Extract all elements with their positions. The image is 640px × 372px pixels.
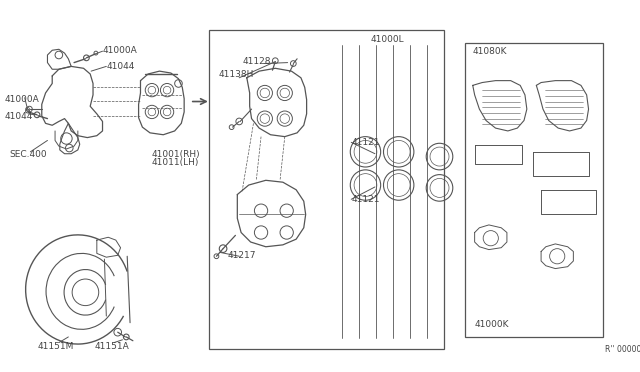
- Text: R'' 00000: R'' 00000: [605, 344, 640, 353]
- Bar: [209, 31, 444, 349]
- Text: 41121: 41121: [351, 138, 380, 147]
- Text: 41044: 41044: [106, 62, 134, 71]
- Text: 41128: 41128: [242, 57, 271, 66]
- Text: 41151A: 41151A: [95, 341, 130, 351]
- Text: 41000L: 41000L: [370, 35, 404, 44]
- Text: 41121: 41121: [351, 195, 380, 203]
- Text: 41044: 41044: [4, 112, 33, 121]
- Text: 41011(LH): 41011(LH): [152, 157, 199, 167]
- Text: SEC.400: SEC.400: [10, 150, 47, 159]
- Text: 41000A: 41000A: [102, 45, 137, 55]
- Text: 41000K: 41000K: [475, 320, 509, 329]
- Text: 41080K: 41080K: [473, 47, 508, 57]
- Text: 41001(RH): 41001(RH): [152, 150, 200, 159]
- Text: 41217: 41217: [228, 251, 257, 260]
- Text: 41000A: 41000A: [4, 95, 40, 104]
- Text: 41138H: 41138H: [218, 70, 253, 79]
- Text: 41151M: 41151M: [38, 341, 74, 351]
- Bar: [465, 43, 603, 337]
